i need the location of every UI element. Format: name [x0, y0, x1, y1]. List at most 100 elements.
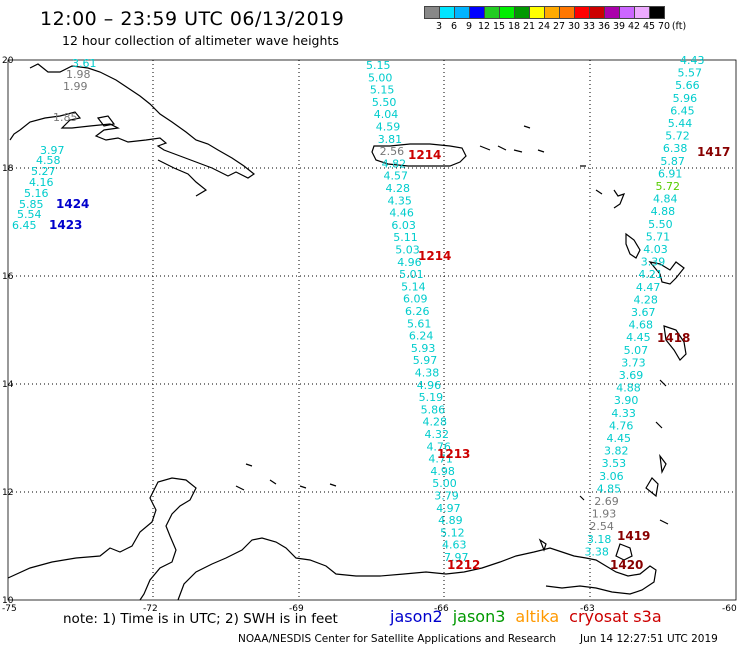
- wave-height-value: 4.46: [389, 207, 414, 220]
- wave-height-value: 5.19: [419, 391, 444, 404]
- wave-height-value: 4.59: [376, 121, 401, 134]
- wave-height-value: 5.54: [17, 208, 42, 221]
- colorbar-label: 18: [507, 21, 521, 32]
- pass-time-label: 1214: [418, 249, 451, 263]
- map-title: 12:00 – 23:59 UTC 06/13/2019: [40, 8, 345, 30]
- x-tick-label: -72: [143, 604, 158, 614]
- wave-height-value: 4.63: [442, 539, 467, 552]
- wave-height-value: 3.82: [604, 445, 629, 458]
- colorbar: [424, 6, 665, 19]
- wave-height-value: 4.32: [425, 428, 450, 441]
- wave-height-value: 6.45: [670, 104, 695, 117]
- wave-height-value: 4.96: [397, 256, 422, 269]
- credit-text: NOAA/NESDIS Center for Satellite Applica…: [238, 633, 556, 645]
- wave-height-value: 4.16: [29, 176, 54, 189]
- wave-height-value: 4.45: [626, 331, 651, 344]
- map-subtitle: 12 hour collection of altimeter wave hei…: [62, 33, 339, 48]
- wave-height-value: 1.99: [63, 80, 88, 93]
- wave-height-value: 4.76: [609, 419, 634, 432]
- wave-height-value: 5.85: [19, 198, 44, 211]
- wave-height-value: 5.57: [678, 67, 703, 80]
- wave-height-value: 5.07: [624, 344, 649, 357]
- generated-time: Jun 14 12:27:51 UTC 2019: [580, 633, 718, 645]
- wave-height-value: 1.98: [66, 68, 91, 81]
- wave-height-value: 4.28: [423, 416, 448, 429]
- wave-height-value: 5.72: [665, 130, 690, 143]
- pass-time-label: 1418: [657, 331, 690, 345]
- wave-height-value: 3.39: [641, 256, 666, 269]
- wave-height-value: 4.03: [643, 243, 668, 256]
- coast-puerto-rico: [371, 143, 467, 167]
- wave-height-value: 5.11: [393, 231, 418, 244]
- colorbar-label: 33: [582, 21, 596, 32]
- wave-height-value: 4.82: [382, 157, 407, 170]
- wave-height-value: 5.12: [440, 526, 465, 539]
- colorbar-label: (ft): [671, 21, 687, 32]
- colorbar-label: 27: [552, 21, 566, 32]
- wave-height-value: 6.45: [12, 219, 37, 232]
- wave-height-value: 4.21: [638, 268, 663, 281]
- coast-south-america: [7, 477, 197, 601]
- wave-height-value: 4.35: [387, 194, 412, 207]
- wave-height-value: 5.50: [372, 96, 397, 109]
- coast-hispaniola: [19, 63, 256, 179]
- colorbar-label: 24: [537, 21, 551, 32]
- wave-height-value: 4.88: [616, 382, 641, 395]
- wave-height-value: 4.88: [651, 205, 676, 218]
- wave-height-value: 5.96: [673, 92, 698, 105]
- wave-height-value: 6.38: [663, 142, 688, 155]
- colorbar-label: 15: [492, 21, 506, 32]
- wave-height-value: 2.56: [380, 145, 405, 158]
- colorbar-label: 30: [567, 21, 581, 32]
- y-tick-label: 12: [2, 488, 13, 498]
- wave-height-value: 4.71: [428, 453, 453, 466]
- wave-height-value: 1.85: [53, 111, 78, 124]
- wave-height-value: 6.26: [405, 305, 430, 318]
- pass-time-label: 1420: [610, 558, 643, 572]
- wave-height-value: 4.45: [607, 432, 632, 445]
- wave-height-value: 4.89: [438, 514, 463, 527]
- x-axis-labels: -75 -72 -69 -66 -63 -60: [2, 604, 737, 614]
- y-axis-labels: 20 18 16 14 12 10: [2, 56, 14, 606]
- legend-jason3: jason3: [452, 607, 506, 626]
- x-tick-label: -75: [2, 604, 17, 614]
- colorbar-label: 6: [450, 21, 458, 32]
- wave-height-value: 3.53: [602, 457, 627, 470]
- pass-time-label: 1419: [617, 529, 650, 543]
- wave-height-value: 5.01: [399, 268, 424, 281]
- wave-height-value: 3.18: [587, 533, 612, 546]
- wave-height-value: 4.84: [653, 193, 678, 206]
- wave-height-value: 6.24: [409, 330, 434, 343]
- colorbar-labels: 3 6 9 12 15 18 21 24 27 30 33 36 39 42 45 70 (ft): [424, 21, 740, 35]
- wave-height-value: 3.38: [584, 545, 609, 558]
- wave-height-value: 5.15: [366, 59, 391, 72]
- wave-height-value: 4.33: [611, 407, 636, 420]
- pass-time-label: 1213: [437, 447, 470, 461]
- wave-height-value: 4.76: [426, 440, 451, 453]
- colorbar-cell: [649, 6, 665, 19]
- wave-height-value: 4.57: [384, 170, 409, 183]
- wave-height-value: 5.93: [411, 342, 436, 355]
- wave-height-value: 2.69: [594, 495, 619, 508]
- legend-cryosat: cryosat s3a: [569, 607, 662, 626]
- legend-altika: altika: [515, 607, 560, 626]
- track-values: 3.611.981.99 1.85 3.974.585.274.165.165.85…: [12, 54, 705, 564]
- colorbar-label: 3: [435, 21, 443, 32]
- wave-height-value: 5.66: [675, 79, 700, 92]
- wave-height-value: 4.97: [436, 502, 461, 515]
- wave-height-value: 1.93: [592, 508, 617, 521]
- pass-time-label: 1212: [447, 558, 480, 572]
- wave-height-value: 5.86: [421, 403, 446, 416]
- wave-height-value: 3.97: [40, 144, 65, 157]
- y-tick-label: 20: [2, 56, 14, 66]
- wave-height-value: 4.04: [374, 108, 399, 121]
- wave-height-value: 5.14: [401, 280, 426, 293]
- x-tick-label: -63: [580, 604, 595, 614]
- wave-height-value: 5.72: [656, 180, 681, 193]
- wave-height-value: 5.87: [660, 155, 685, 168]
- wave-height-value: 4.38: [415, 367, 440, 380]
- wave-height-value: 3.79: [434, 490, 459, 503]
- satellite-legend: jason2 jason3 altika cryosat s3a: [390, 607, 662, 626]
- colorbar-label: 12: [477, 21, 491, 32]
